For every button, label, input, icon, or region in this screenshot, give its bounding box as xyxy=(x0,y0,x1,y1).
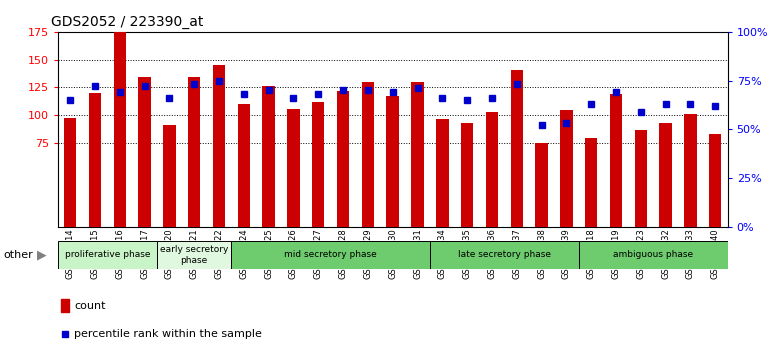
Bar xyxy=(213,65,226,227)
Bar xyxy=(287,109,300,227)
Text: ambiguous phase: ambiguous phase xyxy=(613,250,693,259)
Bar xyxy=(238,104,250,227)
Text: other: other xyxy=(4,250,34,260)
Bar xyxy=(139,78,151,227)
Bar xyxy=(430,241,579,269)
Bar xyxy=(511,70,523,227)
Bar xyxy=(387,96,399,227)
Text: GDS2052 / 223390_at: GDS2052 / 223390_at xyxy=(51,16,203,29)
Text: percentile rank within the sample: percentile rank within the sample xyxy=(75,329,263,339)
Bar xyxy=(411,82,424,227)
Text: count: count xyxy=(75,301,106,311)
Bar xyxy=(157,241,232,269)
Bar xyxy=(362,82,374,227)
Bar xyxy=(58,241,157,269)
Bar xyxy=(436,119,448,227)
Bar xyxy=(232,241,430,269)
Text: early secretory
phase: early secretory phase xyxy=(160,245,229,264)
Bar xyxy=(709,134,721,227)
Bar xyxy=(337,91,350,227)
Bar xyxy=(685,114,697,227)
Bar xyxy=(610,94,622,227)
Bar xyxy=(114,32,126,227)
Bar xyxy=(89,93,101,227)
Bar xyxy=(64,118,76,227)
Bar xyxy=(634,130,647,227)
Bar xyxy=(659,123,671,227)
Bar xyxy=(585,138,598,227)
Bar xyxy=(263,86,275,227)
Text: mid secretory phase: mid secretory phase xyxy=(284,250,377,259)
Bar xyxy=(188,78,200,227)
Bar xyxy=(560,110,573,227)
Bar xyxy=(61,299,69,313)
Bar xyxy=(535,143,547,227)
Bar xyxy=(461,123,474,227)
Text: proliferative phase: proliferative phase xyxy=(65,250,150,259)
Bar xyxy=(163,125,176,227)
Bar xyxy=(579,241,728,269)
Bar xyxy=(486,112,498,227)
Text: late secretory phase: late secretory phase xyxy=(458,250,551,259)
Text: ▶: ▶ xyxy=(37,249,46,261)
Bar xyxy=(312,102,324,227)
